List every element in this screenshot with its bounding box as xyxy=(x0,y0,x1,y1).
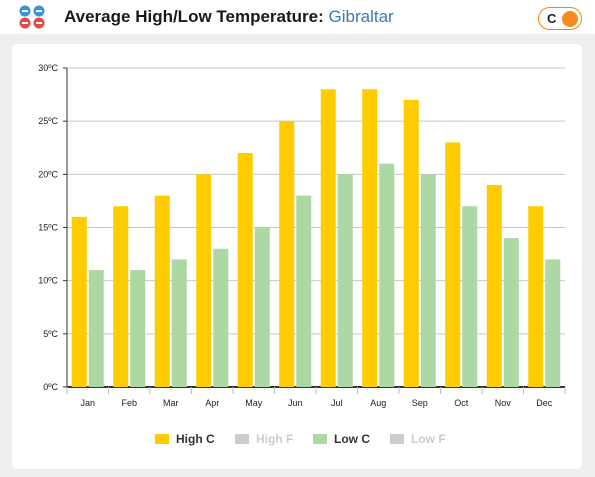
bar-low-c[interactable] xyxy=(337,174,353,387)
legend-swatch[interactable] xyxy=(390,434,404,444)
x-tick-label: Jul xyxy=(331,398,343,408)
unit-toggle-label: C xyxy=(547,11,557,26)
x-tick-label: Jun xyxy=(288,398,303,408)
bar-high-c[interactable] xyxy=(113,206,129,387)
bar-low-c[interactable] xyxy=(171,259,187,387)
title-prefix: Average High/Low Temperature: xyxy=(64,7,329,26)
bar-high-c[interactable] xyxy=(237,153,253,387)
bar-high-c[interactable] xyxy=(320,89,336,388)
bar-low-c[interactable] xyxy=(379,163,395,387)
legend-item-label[interactable]: High F xyxy=(256,432,293,446)
legend-swatch[interactable] xyxy=(235,434,249,444)
x-tick-label: Oct xyxy=(454,398,469,408)
page-title: Average High/Low Temperature: Gibraltar xyxy=(64,7,394,27)
city-name[interactable]: Gibraltar xyxy=(328,7,394,26)
bar-high-c[interactable] xyxy=(196,174,212,387)
bar-low-c[interactable] xyxy=(296,195,312,387)
bar-high-c[interactable] xyxy=(279,121,295,388)
x-tick-label: Dec xyxy=(536,398,553,408)
bar-high-c[interactable] xyxy=(445,142,461,387)
weather-icon[interactable] xyxy=(17,4,47,30)
toggle-knob-icon xyxy=(562,11,578,27)
x-tick-label: May xyxy=(245,398,263,408)
y-tick-label: 0ºC xyxy=(43,382,58,392)
bar-low-c[interactable] xyxy=(545,259,561,387)
bar-low-c[interactable] xyxy=(420,174,436,387)
legend-item-label[interactable]: Low C xyxy=(334,432,370,446)
header: Average High/Low Temperature: Gibraltar … xyxy=(0,0,595,34)
bar-low-c[interactable] xyxy=(254,227,270,388)
x-tick-label: Sep xyxy=(412,398,428,408)
bar-high-c[interactable] xyxy=(403,99,419,388)
bar-low-c[interactable] xyxy=(88,270,104,387)
y-tick-label: 15ºC xyxy=(38,223,58,233)
bar-low-c[interactable] xyxy=(130,270,146,387)
bar-low-c[interactable] xyxy=(503,238,519,387)
y-tick-label: 25ºC xyxy=(38,116,58,126)
y-tick-label: 30ºC xyxy=(38,63,58,73)
legend-swatch[interactable] xyxy=(155,434,169,444)
x-tick-label: Apr xyxy=(205,398,219,408)
unit-toggle[interactable]: C xyxy=(538,7,582,30)
bar-low-c[interactable] xyxy=(462,206,478,387)
x-tick-label: Mar xyxy=(163,398,179,408)
y-tick-label: 20ºC xyxy=(38,169,58,179)
bar-high-c[interactable] xyxy=(154,195,170,387)
bar-low-c[interactable] xyxy=(213,248,229,387)
legend-item-label[interactable]: Low F xyxy=(411,432,446,446)
y-tick-label: 10ºC xyxy=(38,276,58,286)
y-tick-label: 5ºC xyxy=(43,329,58,339)
x-tick-label: Nov xyxy=(495,398,512,408)
x-tick-label: Aug xyxy=(370,398,386,408)
legend-item-label[interactable]: High C xyxy=(176,432,215,446)
bar-high-c[interactable] xyxy=(71,216,87,387)
legend-swatch[interactable] xyxy=(313,434,327,444)
bar-high-c[interactable] xyxy=(486,184,502,387)
x-tick-label: Jan xyxy=(80,398,95,408)
bar-high-c[interactable] xyxy=(528,206,544,387)
x-tick-label: Feb xyxy=(121,398,137,408)
bar-high-c[interactable] xyxy=(362,89,378,388)
